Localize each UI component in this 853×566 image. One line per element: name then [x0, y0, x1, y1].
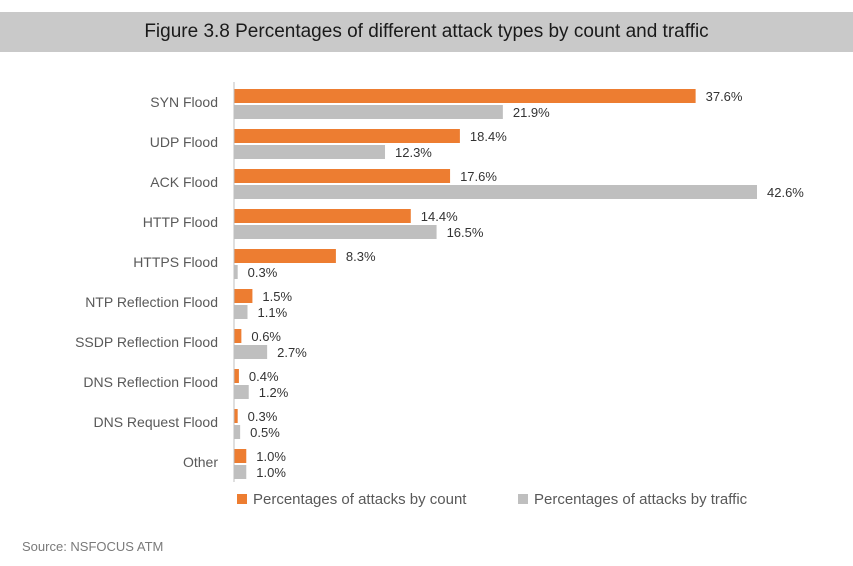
category-label: ACK Flood	[150, 174, 218, 190]
legend-swatch	[237, 494, 247, 504]
bar	[234, 169, 451, 183]
bar	[234, 465, 247, 479]
category-label: NTP Reflection Flood	[85, 294, 218, 310]
bar	[234, 369, 239, 383]
bar	[234, 425, 241, 439]
data-label: 0.3%	[248, 409, 278, 424]
bar	[234, 449, 247, 463]
data-label: 1.1%	[258, 305, 288, 320]
source-note: Source: NSFOCUS ATM	[22, 539, 164, 554]
category-label: SYN Flood	[150, 94, 218, 110]
data-label: 16.5%	[447, 225, 484, 240]
bar	[234, 129, 460, 143]
data-label: 0.6%	[251, 329, 281, 344]
category-label: SSDP Reflection Flood	[75, 334, 218, 350]
data-label: 1.0%	[256, 449, 286, 464]
category-label: DNS Reflection Flood	[83, 374, 218, 390]
data-label: 0.3%	[248, 265, 278, 280]
data-label: 8.3%	[346, 249, 376, 264]
legend-label: Percentages of attacks by count	[253, 491, 467, 508]
legend-swatch	[518, 494, 528, 504]
data-label: 12.3%	[395, 145, 432, 160]
category-label: HTTP Flood	[143, 214, 218, 230]
bar	[234, 265, 238, 279]
bar	[234, 289, 253, 303]
data-label: 0.4%	[249, 369, 279, 384]
bar	[234, 185, 757, 199]
bar	[234, 105, 503, 119]
bar	[234, 145, 386, 159]
data-label: 1.5%	[262, 289, 292, 304]
bar	[234, 305, 248, 319]
category-label: Other	[183, 454, 218, 470]
bar	[234, 209, 411, 223]
data-label: 21.9%	[513, 105, 550, 120]
data-label: 37.6%	[706, 89, 743, 104]
data-label: 2.7%	[277, 345, 307, 360]
bar	[234, 329, 242, 343]
data-label: 42.6%	[767, 185, 804, 200]
chart-title: Figure 3.8 Percentages of different atta…	[144, 21, 709, 42]
chart-title-bar: Figure 3.8 Percentages of different atta…	[0, 12, 853, 52]
data-label: 17.6%	[460, 169, 497, 184]
data-label: 0.5%	[250, 425, 280, 440]
bar	[234, 409, 238, 423]
bar	[234, 385, 249, 399]
data-label: 1.0%	[256, 465, 286, 480]
data-label: 1.2%	[259, 385, 289, 400]
data-label: 14.4%	[421, 209, 458, 224]
category-label: HTTPS Flood	[133, 254, 218, 270]
bar	[234, 89, 696, 103]
category-label: UDP Flood	[150, 134, 218, 150]
category-label: DNS Request Flood	[93, 414, 218, 430]
data-label: 18.4%	[470, 129, 507, 144]
bar	[234, 249, 336, 263]
bar	[234, 225, 437, 239]
legend-label: Percentages of attacks by traffic	[534, 491, 748, 508]
bar	[234, 345, 268, 359]
